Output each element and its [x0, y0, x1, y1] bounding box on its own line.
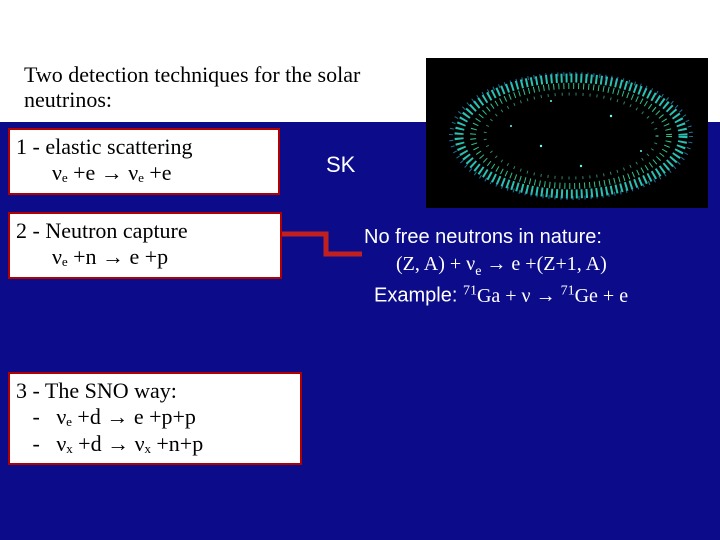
intro-text: Two detection techniques for the solar n… [24, 60, 406, 115]
side-line-3: Example: 71Ga + ν → 71Ge + e [364, 282, 714, 310]
intro-line-1: Two detection techniques for the solar [24, 62, 400, 87]
side-l2a: (Z, A) + ν [396, 253, 475, 275]
side-line-2: (Z, A) + νe → e +(Z+1, A) [364, 251, 714, 282]
box1-equation: νₑ +e → νₑ +e [16, 160, 268, 186]
side-l3b: Ga + ν → [477, 285, 561, 307]
box3-eq2: - νₓ +d → νₓ +n+p [16, 431, 290, 457]
box-elastic-scattering: 1 - elastic scattering νₑ +e → νₑ +e [8, 128, 280, 195]
side-l3a: Example: [374, 285, 463, 307]
sk-label: SK [326, 152, 355, 178]
box3-eq1-prefix: - [16, 404, 56, 429]
box3-eq1: - νₑ +d → e +p+p [16, 404, 290, 430]
side-sup2: 71 [561, 283, 575, 298]
cherenkov-ring-image [426, 58, 708, 208]
side-line-1: No free neutrons in nature: [364, 224, 714, 251]
box3-eq2-text: νₓ +d → νₓ +n+p [56, 431, 203, 456]
box-sno-way: 3 - The SNO way: - νₑ +d → e +p+p - νₓ +… [8, 372, 302, 465]
box3-eq1-text: νₑ +d → e +p+p [56, 404, 196, 429]
side-l2b: → e +(Z+1, A) [481, 253, 606, 275]
box2-heading: 2 - Neutron capture [16, 218, 270, 244]
title-background [0, 0, 720, 58]
box1-heading: 1 - elastic scattering [16, 134, 268, 160]
neutron-capture-note: No free neutrons in nature: (Z, A) + νe … [364, 224, 714, 310]
intro-line-2: neutrinos: [24, 87, 400, 112]
box-neutron-capture: 2 - Neutron capture νₑ +n → e +p [8, 212, 282, 279]
box3-eq2-prefix: - [16, 431, 56, 456]
connector-arrow [282, 232, 362, 262]
side-l3c: Ge + e [575, 285, 628, 307]
box3-heading: 3 - The SNO way: [16, 378, 290, 404]
side-sup1: 71 [463, 283, 477, 298]
box2-equation: νₑ +n → e +p [16, 244, 270, 270]
